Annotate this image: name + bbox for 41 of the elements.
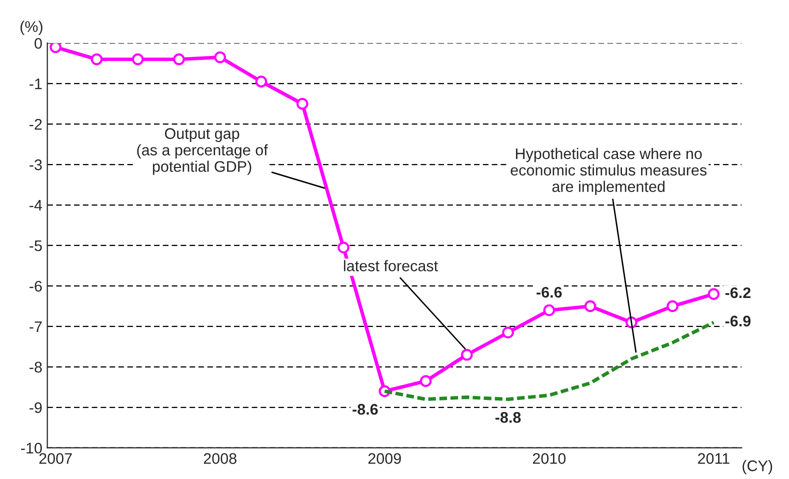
point (90, 53, 103, 66)
data-label: -6.9 (725, 316, 751, 326)
point (502, 326, 514, 338)
point (173, 53, 185, 66)
y-tick-label: -5 (30, 240, 42, 252)
y-tick-label: -2 (30, 118, 42, 130)
y-tick-label: -6 (30, 280, 42, 292)
point (214, 51, 226, 64)
point (708, 288, 720, 300)
x-tick-label: 2009 (368, 453, 401, 464)
y-tick-label: -4 (30, 200, 42, 211)
point (543, 304, 556, 316)
point (420, 375, 432, 387)
y-tick-label: -7 (30, 321, 42, 332)
point (666, 300, 678, 312)
y-tick-label: -10 (21, 442, 42, 454)
y-tick-label: -1 (30, 78, 42, 90)
point (296, 98, 308, 110)
point (338, 242, 350, 254)
x-tick-label: 2008 (204, 453, 236, 464)
data-label: -8.8 (495, 412, 521, 423)
x-tick-label: 2011 (698, 453, 730, 464)
annotation: latest forecast (344, 260, 438, 272)
data-label: -8.6 (352, 404, 378, 415)
point (50, 43, 62, 54)
annotation: Output gap (as a percentage of potential GDP) (137, 128, 268, 175)
annotation: Hypothetical case where no economic stimulus measures are implemented (510, 148, 707, 196)
x-tick-label: 2010 (532, 453, 566, 464)
y-tick-label: -9 (30, 402, 42, 414)
y-axis-title: (%) (20, 20, 42, 36)
data-label: -6.6 (536, 286, 562, 298)
y-tick-label: -3 (30, 159, 42, 170)
x-tick-label: 2007 (39, 453, 72, 464)
data-label: -6.2 (725, 287, 751, 298)
y-tick-label: -8 (30, 362, 42, 373)
point (255, 76, 268, 88)
x-axis-title: (CY) (742, 460, 772, 474)
point (460, 348, 473, 361)
point (584, 300, 596, 312)
point (132, 53, 144, 66)
y-tick-label: 0 (34, 38, 42, 49)
